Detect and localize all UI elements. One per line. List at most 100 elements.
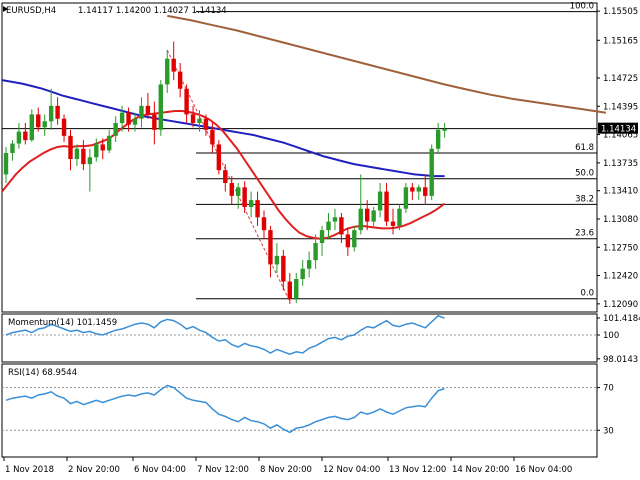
candle bbox=[177, 63, 183, 98]
candle bbox=[126, 107, 131, 132]
candle bbox=[345, 227, 351, 256]
candle-body bbox=[358, 208, 363, 231]
candle bbox=[365, 200, 370, 231]
current-price-box bbox=[598, 122, 638, 134]
candle bbox=[119, 105, 125, 132]
candle-body bbox=[119, 112, 125, 123]
candle bbox=[210, 123, 215, 153]
ohlc-values-label: 1.14117 1.14200 1.14027 1.14134 bbox=[78, 6, 227, 16]
candle-body bbox=[165, 58, 170, 85]
candle-body bbox=[352, 230, 357, 248]
candle bbox=[145, 93, 151, 119]
candle bbox=[48, 88, 54, 130]
candle bbox=[274, 243, 280, 273]
candle-body bbox=[410, 187, 415, 192]
candle bbox=[190, 105, 196, 128]
candle bbox=[139, 97, 144, 128]
candle bbox=[3, 147, 9, 183]
candle-body bbox=[74, 148, 80, 159]
candle bbox=[216, 140, 222, 175]
candle bbox=[132, 112, 138, 132]
price-tick-label: 1.12750 bbox=[603, 243, 638, 253]
moving-average-red bbox=[1, 110, 446, 240]
candle bbox=[23, 123, 28, 145]
candle bbox=[313, 234, 318, 269]
fibonacci-level-label: 38.2 bbox=[575, 194, 594, 204]
candle-body bbox=[429, 148, 434, 196]
candle-body bbox=[384, 191, 389, 222]
candle bbox=[223, 164, 228, 192]
candle-body bbox=[132, 118, 138, 125]
time-tick-label: 14 Nov 20:00 bbox=[452, 465, 509, 475]
candle-body bbox=[339, 217, 344, 235]
candle bbox=[423, 174, 428, 205]
candle-body bbox=[281, 255, 286, 282]
candle-body bbox=[236, 187, 241, 196]
candle bbox=[429, 144, 434, 201]
main-pane-frame bbox=[1, 2, 598, 313]
candle bbox=[236, 183, 241, 209]
candle-body bbox=[345, 234, 351, 248]
rsi-pane: 70 30 RSI(14) 68.9544 bbox=[1, 363, 614, 458]
candle-body bbox=[313, 243, 318, 261]
candle-body bbox=[210, 129, 215, 145]
candle bbox=[358, 174, 363, 235]
candle-body bbox=[16, 131, 22, 144]
candle-body bbox=[435, 129, 441, 149]
candle-body bbox=[3, 153, 9, 175]
candle-body bbox=[268, 230, 273, 265]
candle-body bbox=[300, 268, 305, 279]
candle bbox=[197, 110, 202, 132]
candle-body bbox=[261, 217, 267, 231]
candle bbox=[171, 41, 176, 81]
candle-body bbox=[81, 148, 86, 165]
candle bbox=[10, 140, 15, 161]
time-tick-label: 6 Nov 04:00 bbox=[134, 465, 186, 475]
candle bbox=[442, 123, 447, 138]
candle bbox=[268, 225, 273, 278]
candle-body bbox=[107, 135, 112, 151]
candle bbox=[377, 183, 383, 218]
candle-body bbox=[242, 187, 247, 207]
time-tick-label: 2 Nov 20:00 bbox=[68, 465, 120, 475]
fibonacci-level-label: 50.0 bbox=[575, 169, 594, 179]
candle-body bbox=[55, 105, 60, 119]
mom-pane-frame bbox=[1, 313, 598, 363]
rsi-pane-frame bbox=[1, 363, 598, 458]
candle bbox=[390, 208, 396, 235]
fibonacci-level-label: 61.8 bbox=[575, 143, 594, 153]
candle bbox=[332, 208, 338, 231]
rsi-tick-label: 70 bbox=[603, 384, 614, 394]
candle bbox=[397, 204, 402, 231]
candle bbox=[248, 191, 254, 218]
candle-body bbox=[145, 105, 151, 115]
candle-body bbox=[177, 71, 183, 89]
candle bbox=[255, 191, 260, 226]
candle-body bbox=[287, 281, 292, 299]
candle bbox=[87, 148, 93, 192]
price-tick-label: 1.12420 bbox=[603, 272, 638, 282]
candle bbox=[294, 273, 299, 303]
candle-body bbox=[371, 210, 376, 222]
candle-body bbox=[416, 187, 421, 192]
pane-marker-icon bbox=[3, 6, 8, 12]
candle-body bbox=[397, 208, 402, 226]
price-tick-label: 1.14065 bbox=[603, 131, 638, 141]
candle bbox=[184, 84, 189, 123]
candle-body bbox=[29, 114, 34, 141]
candle-body bbox=[139, 105, 144, 119]
candle bbox=[319, 225, 325, 256]
candle bbox=[68, 129, 73, 171]
candle bbox=[55, 97, 60, 125]
candle bbox=[100, 138, 105, 159]
candle-body bbox=[36, 114, 41, 128]
candle bbox=[352, 225, 357, 252]
candle bbox=[339, 213, 344, 243]
candle-body bbox=[48, 105, 54, 122]
candle-body bbox=[190, 114, 196, 123]
time-tick-label: 1 Nov 2018 bbox=[5, 465, 54, 475]
candle-body bbox=[94, 144, 99, 158]
candle-body bbox=[10, 143, 15, 153]
candle bbox=[410, 183, 415, 201]
